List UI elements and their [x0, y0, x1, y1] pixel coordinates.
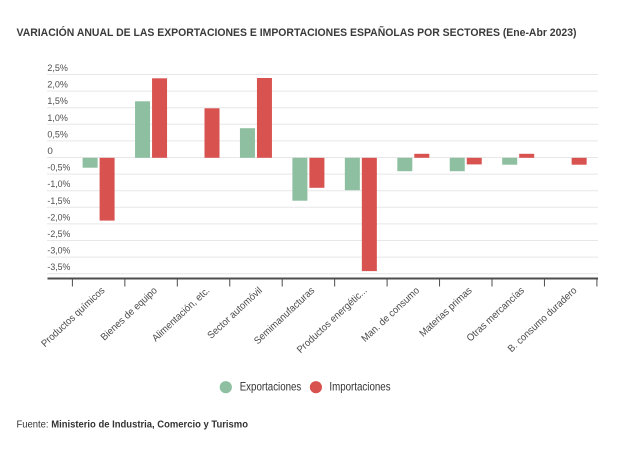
svg-text:0: 0 — [47, 146, 53, 157]
svg-text:-2,5%: -2,5% — [47, 229, 71, 240]
svg-text:Exportaciones: Exportaciones — [240, 380, 302, 394]
svg-text:-1,0%: -1,0% — [47, 179, 71, 190]
svg-text:Fuente: Ministerio de Industri: Fuente: Ministerio de Industria, Comerci… — [17, 420, 249, 431]
svg-text:-3,5%: -3,5% — [47, 262, 71, 273]
svg-text:VARIACIÓN ANUAL DE LAS EXPORTA: VARIACIÓN ANUAL DE LAS EXPORTACIONES E I… — [17, 26, 577, 39]
svg-text:Importaciones: Importaciones — [329, 380, 390, 394]
svg-text:0,5%: 0,5% — [47, 129, 68, 140]
svg-text:1,5%: 1,5% — [47, 96, 68, 107]
svg-text:-3,0%: -3,0% — [47, 246, 71, 257]
svg-text:1,0%: 1,0% — [47, 113, 68, 124]
svg-text:-0,5%: -0,5% — [47, 163, 71, 174]
svg-text:-2,0%: -2,0% — [47, 212, 71, 223]
svg-text:-1,5%: -1,5% — [47, 196, 71, 207]
svg-text:2,0%: 2,0% — [47, 80, 68, 91]
svg-text:2,5%: 2,5% — [47, 63, 68, 74]
